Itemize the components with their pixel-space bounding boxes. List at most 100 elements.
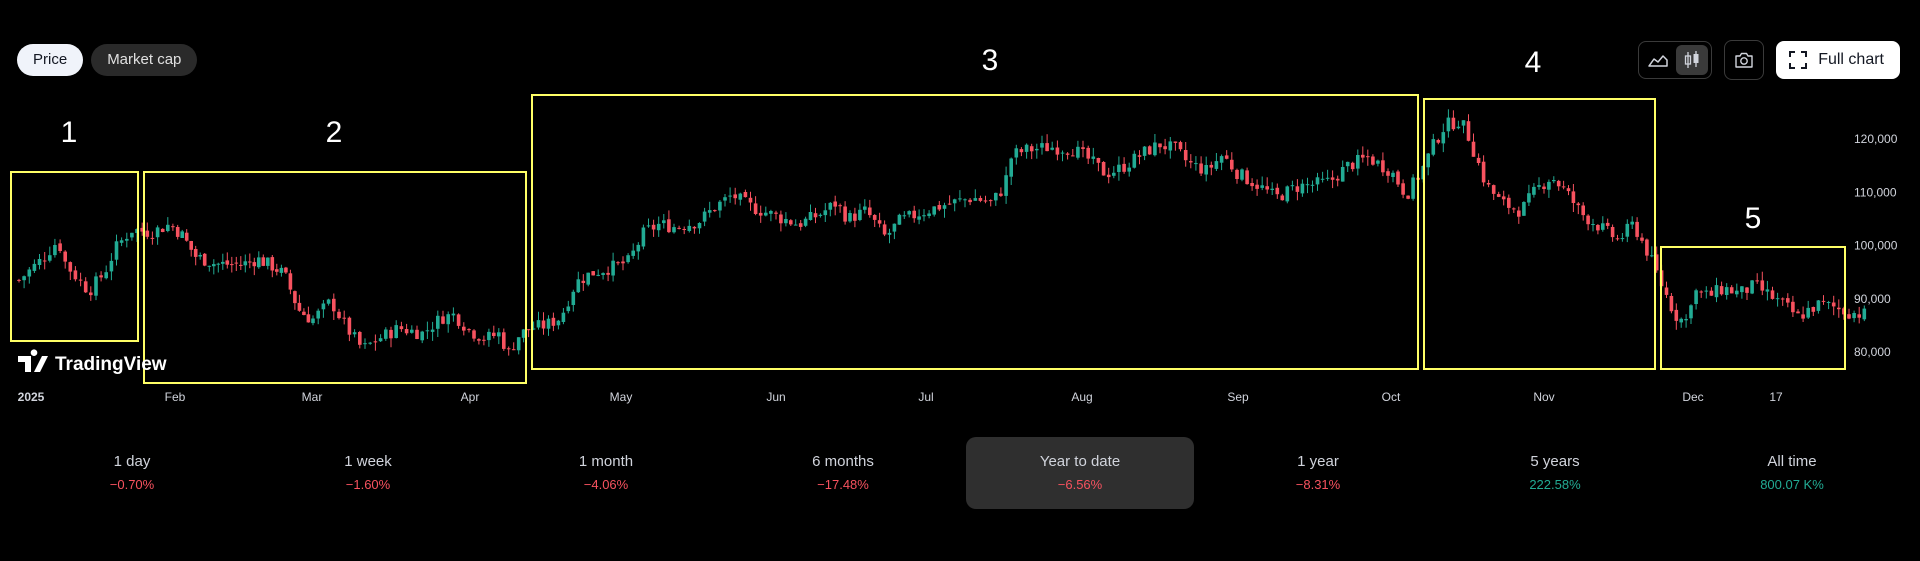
candlestick-chart-button[interactable] xyxy=(1676,45,1709,75)
candle xyxy=(363,338,367,349)
candle-body xyxy=(892,223,897,232)
candle-body xyxy=(1610,227,1615,238)
candle xyxy=(221,253,225,270)
y-axis: 120,000 110,000 100,000 90,000 80,000 xyxy=(1854,132,1898,359)
candle-body xyxy=(1635,221,1639,237)
candle xyxy=(145,222,150,240)
candle xyxy=(1194,156,1198,171)
candle xyxy=(1330,170,1335,189)
candle-body xyxy=(1729,287,1734,294)
candle xyxy=(506,346,511,356)
candle xyxy=(202,253,207,267)
candle xyxy=(306,306,311,323)
candle xyxy=(1204,156,1208,182)
candle-body xyxy=(358,332,362,345)
candle xyxy=(1356,149,1360,176)
candle-body xyxy=(1625,223,1630,237)
candle xyxy=(180,229,184,238)
candle-body xyxy=(1045,143,1049,152)
period-1-month[interactable]: 1 month −4.06% xyxy=(492,437,720,509)
candle-body xyxy=(1669,296,1674,312)
candle xyxy=(1361,146,1365,163)
candle xyxy=(302,308,306,316)
candle-body xyxy=(1436,140,1441,143)
candle xyxy=(848,210,852,223)
candle xyxy=(467,328,471,333)
candle xyxy=(927,210,931,219)
candle xyxy=(1305,177,1310,194)
period-year-to-date[interactable]: Year to date −6.56% xyxy=(966,437,1194,509)
full-chart-button[interactable]: Full chart xyxy=(1776,41,1900,79)
candle xyxy=(1826,300,1831,310)
candle xyxy=(1596,224,1600,235)
candle xyxy=(1755,273,1759,284)
candle xyxy=(937,201,942,212)
candle xyxy=(326,298,331,306)
candle xyxy=(32,259,37,273)
candle xyxy=(1411,174,1415,201)
candle-body xyxy=(1371,156,1375,165)
candle xyxy=(462,322,466,336)
period-change: −17.48% xyxy=(817,477,869,492)
period-all-time[interactable]: All time 800.07 K% xyxy=(1678,437,1906,509)
candle xyxy=(1801,306,1805,322)
candle-body xyxy=(22,276,26,281)
x-tick-label: Jul xyxy=(918,390,933,404)
candle xyxy=(1811,306,1816,316)
candle xyxy=(1436,138,1441,145)
candle xyxy=(1542,183,1546,194)
candle xyxy=(672,223,676,234)
screenshot-button[interactable] xyxy=(1724,40,1765,80)
candle-body xyxy=(306,314,311,323)
candle xyxy=(1650,246,1654,258)
candle xyxy=(1745,287,1749,300)
candle xyxy=(1591,218,1595,232)
period-6-months[interactable]: 6 months −17.48% xyxy=(729,437,957,509)
candle-body xyxy=(467,329,471,331)
tab-price[interactable]: Price xyxy=(17,44,84,76)
candle-body xyxy=(1320,178,1325,180)
candle-body xyxy=(1775,298,1780,300)
period-5-years[interactable]: 5 years 222.58% xyxy=(1441,437,1669,509)
candle-body xyxy=(902,215,907,217)
candle-body xyxy=(1501,196,1506,200)
period-1-year[interactable]: 1 year −8.31% xyxy=(1204,437,1432,509)
x-tick-label: Oct xyxy=(1382,390,1401,404)
candle-body xyxy=(1645,239,1649,256)
period-1-day[interactable]: 1 day −0.70% xyxy=(18,437,246,509)
candle-body xyxy=(651,224,656,230)
candle-body xyxy=(462,326,466,331)
candle xyxy=(482,335,486,346)
candle xyxy=(248,253,252,269)
candle-body xyxy=(793,224,798,226)
area-chart-icon xyxy=(1648,55,1668,67)
candle xyxy=(1581,202,1585,221)
candle-body xyxy=(858,209,862,220)
highlight-region-4: 4 xyxy=(1423,46,1656,370)
candle-body xyxy=(606,272,610,275)
candle xyxy=(288,269,293,295)
candle-body xyxy=(212,264,216,267)
candle-body xyxy=(546,318,551,329)
candle xyxy=(764,206,768,217)
candle xyxy=(99,271,103,282)
candle xyxy=(728,187,732,203)
candle-body xyxy=(882,224,887,235)
candle xyxy=(1147,145,1152,155)
period-1-week[interactable]: 1 week −1.60% xyxy=(254,437,482,509)
candle xyxy=(193,245,198,266)
tab-market-cap[interactable]: Market cap xyxy=(91,44,198,76)
candle-body xyxy=(1086,147,1090,159)
candle xyxy=(1310,180,1315,193)
candle-body xyxy=(1821,300,1826,302)
candle xyxy=(813,207,818,224)
price-chart[interactable]: 1 2 3 4 5 2025 Feb Mar Apr May Jun Jul Aug Sep Oct Nov… xyxy=(0,0,1920,420)
area-chart-button[interactable] xyxy=(1642,45,1674,75)
y-tick-label: 80,000 xyxy=(1854,345,1891,359)
candle xyxy=(818,213,823,218)
candle xyxy=(239,256,243,270)
candle-body xyxy=(48,255,52,261)
candle-body xyxy=(477,339,481,341)
candle xyxy=(225,252,230,269)
candle-body xyxy=(1750,280,1754,294)
